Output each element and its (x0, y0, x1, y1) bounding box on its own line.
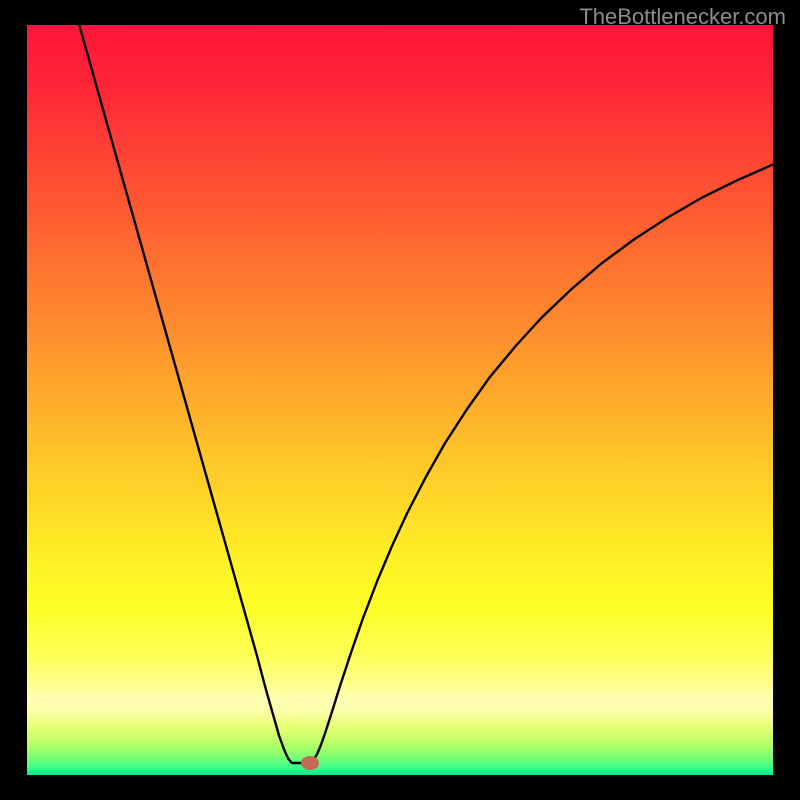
chart-container: TheBottlenecker.com (0, 0, 800, 800)
plot-area (27, 25, 773, 775)
watermark-text: TheBottlenecker.com (579, 4, 786, 30)
bottleneck-curve (27, 25, 773, 775)
sweet-spot-marker (301, 756, 319, 770)
